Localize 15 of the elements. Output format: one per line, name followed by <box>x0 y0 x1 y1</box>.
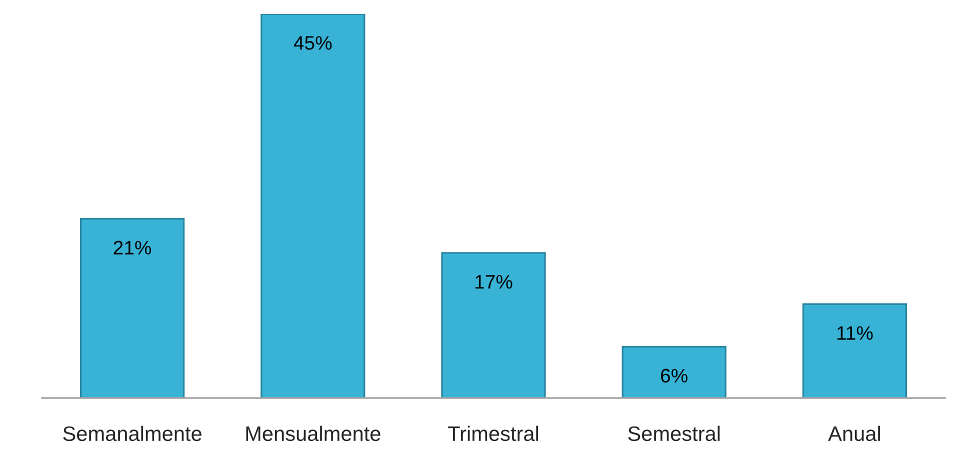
x-tick-label: Mensualmente <box>246 426 380 442</box>
x-tick-label: Semanalmente <box>63 426 202 442</box>
data-label: 17% <box>476 275 512 289</box>
bar <box>260 14 366 398</box>
bar <box>80 218 185 398</box>
data-label: 11% <box>837 326 873 340</box>
x-tick-label: Anual <box>828 426 880 442</box>
bar <box>802 303 908 398</box>
x-tick-label: Trimestral <box>448 426 538 442</box>
x-tick-label: Semestral <box>628 426 720 442</box>
data-label: 45% <box>294 36 332 50</box>
data-label: 21% <box>114 240 152 254</box>
data-label: 6% <box>661 368 688 383</box>
bar <box>441 252 546 398</box>
bar <box>622 346 726 398</box>
